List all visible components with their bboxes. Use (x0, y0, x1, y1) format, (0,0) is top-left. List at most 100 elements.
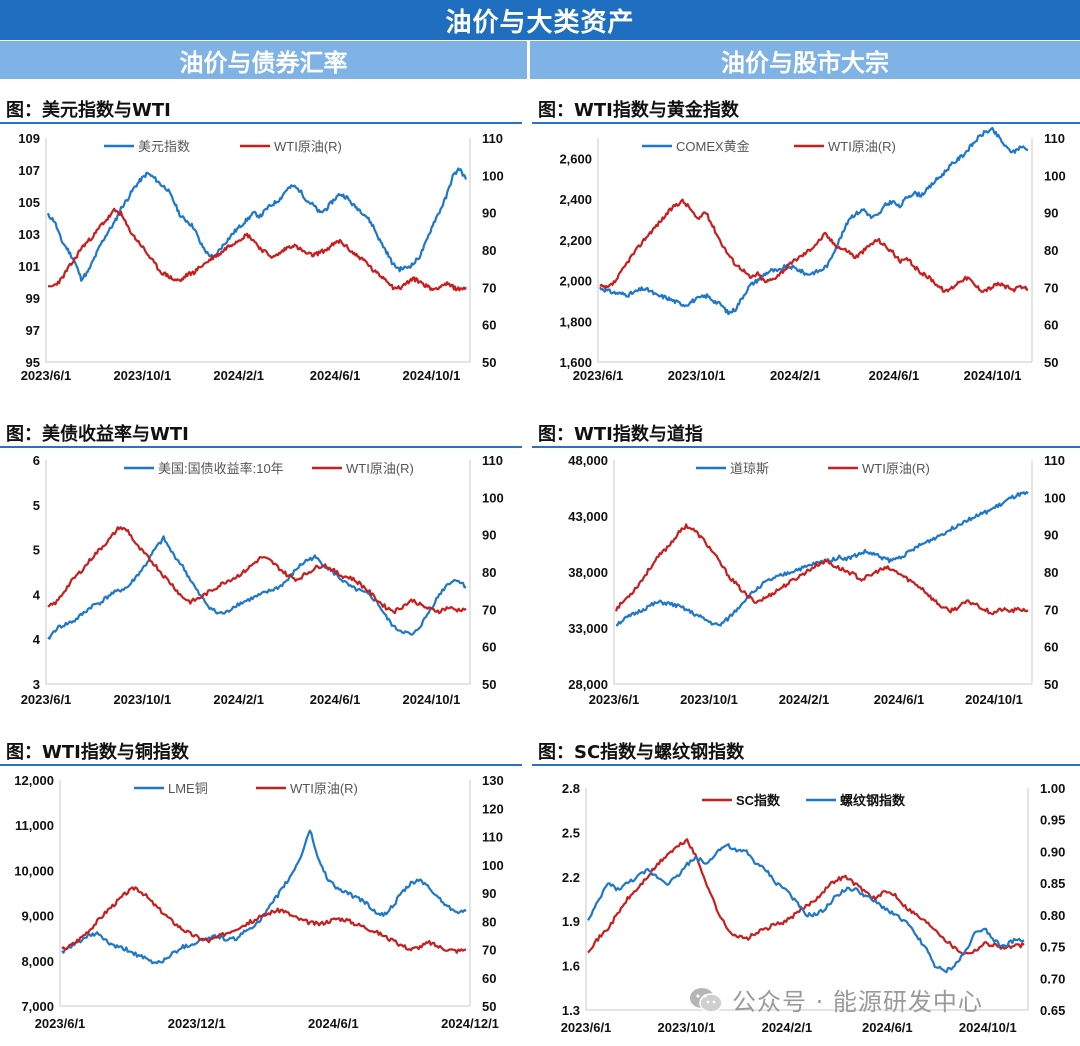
right-tick-label: 0.95 (1040, 813, 1065, 828)
left-tick-label: 1.3 (562, 1003, 580, 1018)
chart-title: 图：WTI指数与黄金指数 (538, 100, 739, 121)
left-tick-label: 97 (26, 323, 40, 338)
title-underline (532, 446, 1080, 448)
right-tick-label: 90 (1044, 206, 1058, 221)
right-tick-label: 50 (1044, 677, 1058, 692)
right-tick-label: 90 (1044, 528, 1058, 543)
x-tick-label: 2024/10/1 (965, 692, 1023, 707)
legend-label: WTI原油(R) (828, 139, 896, 154)
right-tick-label: 110 (482, 131, 503, 146)
x-tick-label: 2024/6/1 (308, 1016, 359, 1031)
series-line-0 (61, 829, 467, 965)
x-tick-label: 2023/6/1 (21, 692, 72, 707)
right-tick-label: 130 (482, 773, 504, 788)
left-tick-label: 6 (33, 453, 40, 468)
section-divider (527, 41, 530, 79)
left-tick-label: 33,000 (568, 621, 608, 636)
left-tick-label: 48,000 (568, 453, 608, 468)
chart-title: 图：WTI指数与铜指数 (6, 742, 189, 763)
right-tick-label: 80 (482, 565, 496, 580)
chart-title: 图：SC指数与螺纹钢指数 (538, 742, 745, 763)
series-line-1 (587, 843, 1025, 974)
right-tick-label: 60 (1044, 640, 1058, 655)
left-tick-label: 2,600 (559, 151, 592, 166)
right-tick-label: 60 (482, 971, 496, 986)
left-tick-label: 1.6 (562, 959, 580, 974)
right-tick-label: 120 (482, 801, 504, 816)
chart-title: 图：WTI指数与道指 (538, 424, 703, 445)
title-underline (0, 446, 522, 448)
chart-panel-wti-copper: 图：WTI指数与铜指数 7,000 8,000 9,000 10,000 11,000 1… (0, 738, 522, 1046)
right-tick-label: 110 (482, 830, 503, 845)
x-tick-label: 2023/6/1 (21, 368, 72, 383)
x-tick-label: 2024/2/1 (779, 692, 830, 707)
legend-label: WTI原油(R) (274, 139, 342, 154)
series-line-0 (615, 491, 1029, 627)
left-tick-label: 107 (18, 163, 40, 178)
x-tick-label: 2024/2/1 (762, 1020, 813, 1035)
right-tick-label: 100 (1044, 490, 1066, 505)
section-header-bonds-fx: 油价与债券汇率 (0, 41, 527, 79)
x-tick-label: 2024/10/1 (959, 1020, 1017, 1035)
x-tick-label: 2023/6/1 (589, 692, 640, 707)
series-line-0 (46, 167, 468, 282)
left-tick-label: 1,600 (559, 355, 592, 370)
x-tick-label: 2024/6/1 (869, 368, 920, 383)
left-tick-label: 2,000 (559, 274, 592, 289)
x-tick-label: 2024/10/1 (964, 368, 1022, 383)
left-tick-label: 105 (18, 195, 40, 210)
right-tick-label: 70 (1044, 280, 1058, 295)
chart-panel-sc-rebar: 图：SC指数与螺纹钢指数 1.3 1.6 1.9 2.2 2.5 2.8 0.65 0.70 0… (532, 738, 1080, 1046)
right-tick-label: 0.90 (1040, 844, 1065, 859)
left-tick-label: 3 (33, 677, 40, 692)
title-underline (532, 764, 1080, 766)
left-tick-label: 7,000 (21, 999, 54, 1014)
right-tick-label: 60 (1044, 318, 1058, 333)
right-tick-label: 50 (482, 677, 496, 692)
left-tick-label: 5 (33, 498, 40, 513)
chart-title: 图：美债收益率与WTI (6, 424, 189, 445)
chart-panel-usd-wti: 图：美元指数与WTI 95 97 99 101 103 105 107 109 50 60 70 80… (0, 96, 522, 402)
right-tick-label: 100 (482, 490, 504, 505)
legend-label: SC指数 (736, 793, 781, 808)
left-tick-label: 11,000 (15, 818, 54, 833)
right-tick-label: 50 (482, 355, 496, 370)
right-tick-label: 0.75 (1040, 940, 1065, 955)
right-tick-label: 0.65 (1040, 1003, 1065, 1018)
title-underline (532, 122, 1080, 124)
right-tick-label: 100 (482, 168, 504, 183)
series-line-1 (47, 207, 467, 292)
right-tick-label: 80 (482, 243, 496, 258)
left-tick-label: 2.2 (562, 870, 580, 885)
series-line-1 (599, 198, 1029, 293)
x-tick-label: 2023/6/1 (573, 368, 624, 383)
x-tick-label: 2023/10/1 (113, 368, 171, 383)
left-tick-label: 2.8 (562, 781, 580, 796)
right-tick-label: 90 (482, 528, 496, 543)
chart-title: 图：美元指数与WTI (6, 100, 171, 121)
left-tick-label: 95 (26, 355, 40, 370)
x-tick-label: 2023/10/1 (668, 368, 726, 383)
right-tick-label: 70 (482, 280, 496, 295)
left-tick-label: 5 (33, 543, 40, 558)
legend-label: WTI原油(R) (290, 781, 358, 796)
right-tick-label: 50 (482, 999, 496, 1014)
left-tick-label: 28,000 (568, 677, 608, 692)
wechat-icon (690, 987, 723, 1013)
chart-usd-wti: 95 97 99 101 103 105 107 109 50 60 70 80 90 100 110 202… (18, 131, 504, 383)
right-tick-label: 90 (482, 886, 496, 901)
right-tick-label: 80 (1044, 565, 1058, 580)
title-underline (0, 122, 522, 124)
right-tick-label: 100 (1044, 168, 1066, 183)
left-tick-label: 2,400 (559, 192, 592, 207)
right-tick-label: 0.70 (1040, 971, 1065, 986)
right-tick-label: 110 (1044, 453, 1065, 468)
left-tick-label: 4 (33, 587, 41, 602)
left-tick-label: 43,000 (568, 509, 608, 524)
section-header-stocks-commodities: 油价与股市大宗 (530, 41, 1080, 79)
chart-panel-wti-dow: 图：WTI指数与道指 28,000 33,000 38,000 43,000 48,00… (532, 420, 1080, 720)
x-tick-label: 2024/6/1 (874, 692, 925, 707)
chart-wti-dow: 28,000 33,000 38,000 43,000 48,000 50 60 70 80 90… (568, 453, 1066, 707)
chart-wti-gold: 1,600 1,800 2,000 2,200 2,400 2,600 50 60 70 80 90… (559, 126, 1066, 383)
right-tick-label: 100 (482, 858, 504, 873)
